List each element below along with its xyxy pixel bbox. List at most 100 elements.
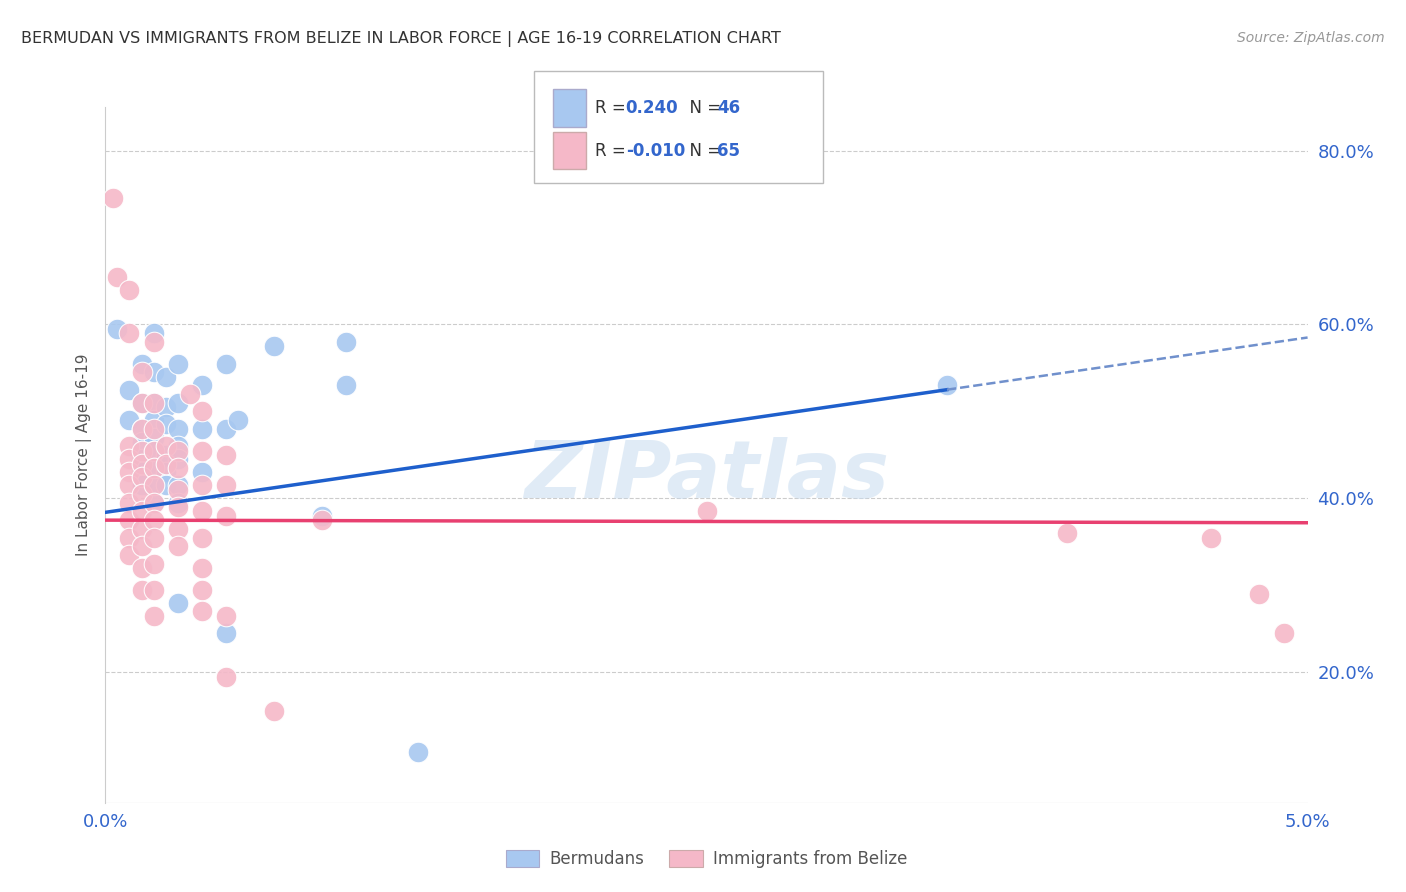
Point bbox=[936, 378, 959, 392]
Point bbox=[142, 334, 165, 349]
Point bbox=[226, 413, 249, 427]
Point bbox=[118, 531, 141, 545]
Point bbox=[190, 531, 212, 545]
Point bbox=[190, 466, 212, 480]
Point bbox=[131, 452, 153, 467]
Text: Source: ZipAtlas.com: Source: ZipAtlas.com bbox=[1237, 31, 1385, 45]
Point bbox=[1249, 587, 1271, 601]
Point bbox=[155, 400, 177, 414]
Point bbox=[118, 383, 141, 397]
Point bbox=[142, 531, 165, 545]
Point bbox=[1201, 531, 1223, 545]
Point bbox=[142, 461, 165, 475]
Point bbox=[166, 443, 188, 458]
Point bbox=[166, 422, 188, 436]
Point bbox=[166, 522, 188, 536]
Point bbox=[155, 448, 177, 462]
Point bbox=[131, 504, 153, 518]
Point bbox=[101, 191, 124, 205]
Point bbox=[131, 422, 153, 436]
Point bbox=[142, 443, 165, 458]
Point bbox=[142, 478, 165, 492]
Point bbox=[190, 422, 212, 436]
Point bbox=[131, 582, 153, 597]
Point bbox=[166, 496, 188, 510]
Point bbox=[214, 357, 236, 371]
Point bbox=[131, 539, 153, 553]
Point bbox=[263, 705, 285, 719]
Point bbox=[118, 496, 141, 510]
Point bbox=[335, 378, 357, 392]
Point bbox=[190, 478, 212, 492]
Point bbox=[142, 395, 165, 409]
Text: BERMUDAN VS IMMIGRANTS FROM BELIZE IN LABOR FORCE | AGE 16-19 CORRELATION CHART: BERMUDAN VS IMMIGRANTS FROM BELIZE IN LA… bbox=[21, 31, 780, 47]
Text: ZIPatlas: ZIPatlas bbox=[524, 437, 889, 515]
Point bbox=[155, 439, 177, 453]
Point bbox=[118, 452, 141, 467]
Point bbox=[166, 539, 188, 553]
Point bbox=[142, 443, 165, 458]
Point bbox=[142, 582, 165, 597]
Point bbox=[311, 513, 333, 527]
Point bbox=[142, 478, 165, 492]
Point bbox=[190, 504, 212, 518]
Point bbox=[190, 404, 212, 418]
Text: N =: N = bbox=[679, 99, 727, 117]
Point bbox=[190, 605, 212, 619]
Point bbox=[118, 513, 141, 527]
Point bbox=[131, 357, 153, 371]
Point bbox=[142, 413, 165, 427]
Point bbox=[214, 670, 236, 684]
Point bbox=[142, 557, 165, 571]
Point bbox=[263, 339, 285, 353]
Point bbox=[131, 365, 153, 379]
Point bbox=[166, 478, 188, 492]
Text: -0.010: -0.010 bbox=[626, 142, 685, 160]
Point bbox=[166, 395, 188, 409]
Point bbox=[142, 496, 165, 510]
Text: 46: 46 bbox=[717, 99, 740, 117]
Text: N =: N = bbox=[679, 142, 727, 160]
Point bbox=[1056, 526, 1078, 541]
Legend: Bermudans, Immigrants from Belize: Bermudans, Immigrants from Belize bbox=[499, 843, 914, 874]
Point bbox=[214, 508, 236, 523]
Y-axis label: In Labor Force | Age 16-19: In Labor Force | Age 16-19 bbox=[76, 353, 91, 557]
Point bbox=[214, 422, 236, 436]
Point bbox=[142, 496, 165, 510]
Point bbox=[166, 461, 188, 475]
Point bbox=[166, 357, 188, 371]
Point bbox=[214, 448, 236, 462]
Point bbox=[118, 439, 141, 453]
Point bbox=[107, 322, 129, 336]
Point bbox=[118, 478, 141, 492]
Point bbox=[142, 461, 165, 475]
Point bbox=[155, 466, 177, 480]
Point bbox=[155, 417, 177, 432]
Point bbox=[142, 430, 165, 444]
Point bbox=[107, 269, 129, 284]
Point bbox=[131, 422, 153, 436]
Point bbox=[142, 608, 165, 623]
Point bbox=[190, 582, 212, 597]
Point bbox=[118, 466, 141, 480]
Point bbox=[190, 443, 212, 458]
Point bbox=[142, 326, 165, 340]
Point bbox=[696, 504, 718, 518]
Point bbox=[214, 478, 236, 492]
Point bbox=[131, 561, 153, 575]
Point bbox=[131, 443, 153, 458]
Text: 65: 65 bbox=[717, 142, 740, 160]
Text: R =: R = bbox=[595, 99, 631, 117]
Point bbox=[131, 457, 153, 471]
Point bbox=[190, 561, 212, 575]
Point bbox=[118, 413, 141, 427]
Point bbox=[131, 395, 153, 409]
Point bbox=[131, 434, 153, 449]
Point bbox=[155, 369, 177, 384]
Point bbox=[166, 500, 188, 514]
Point bbox=[131, 395, 153, 409]
Point bbox=[142, 422, 165, 436]
Point bbox=[131, 466, 153, 480]
Point bbox=[214, 626, 236, 640]
Point bbox=[311, 508, 333, 523]
